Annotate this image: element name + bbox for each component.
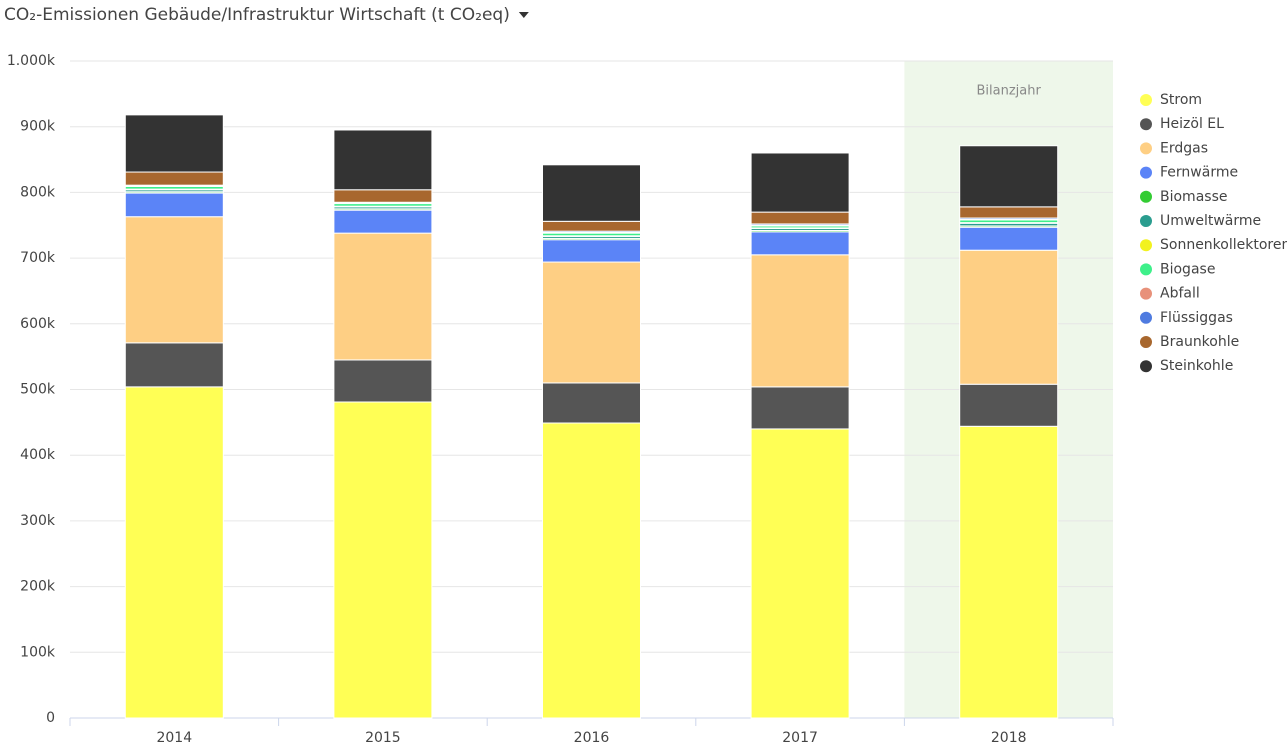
legend-label: Steinkohle — [1160, 358, 1233, 374]
legend-marker — [1140, 166, 1152, 179]
x-tick-label: 2018 — [991, 730, 1027, 746]
bar-segment — [750, 254, 850, 388]
bar-segment — [542, 422, 641, 719]
legend-label: Umweltwärme — [1160, 213, 1261, 229]
bar-segment — [750, 231, 850, 256]
y-tick-label: 1.000k — [7, 53, 56, 69]
y-tick-label: 900k — [20, 119, 56, 135]
x-tick-label: 2014 — [156, 730, 192, 746]
legend-label: Erdgas — [1160, 140, 1208, 156]
legend-label: Biomasse — [1160, 189, 1227, 205]
x-tick-label: 2017 — [782, 730, 818, 746]
bar-segment — [124, 216, 224, 344]
legend-label: Braunkohle — [1160, 334, 1239, 350]
legend-label: Heizöl EL — [1160, 116, 1224, 132]
bar-segment — [959, 145, 1059, 208]
bar-segment — [333, 129, 433, 191]
legend-marker — [1140, 190, 1152, 203]
bar-segment — [333, 189, 433, 203]
legend-marker — [1140, 239, 1152, 252]
bar-segment — [750, 428, 850, 719]
x-tick-label: 2016 — [574, 730, 610, 746]
bar-segment — [542, 239, 641, 263]
legend-marker — [1140, 142, 1152, 155]
bar-segment — [333, 232, 433, 361]
chart-title-group[interactable]: CO₂-Emissionen Gebäude/Infrastruktur Wir… — [4, 5, 510, 25]
y-tick-label: 400k — [20, 447, 56, 463]
bar-segment — [124, 114, 224, 173]
legend-label: Fernwärme — [1160, 165, 1238, 181]
bar-segment — [542, 261, 641, 384]
bar-segment — [959, 226, 1059, 251]
bar-segment — [124, 386, 224, 719]
bar-segment — [750, 152, 850, 213]
bar-segment — [542, 164, 641, 222]
bar-segment — [333, 401, 433, 719]
bar-segment — [750, 386, 850, 430]
bar-segment — [959, 249, 1059, 385]
y-tick-label: 500k — [20, 382, 56, 398]
legend-marker — [1140, 118, 1152, 131]
bar-segment — [542, 382, 641, 424]
highlight-label: Bilanzjahr — [977, 84, 1042, 99]
bar-segment — [542, 220, 641, 232]
bar-segment — [124, 342, 224, 388]
bar-segment — [333, 209, 433, 234]
legend-marker — [1140, 215, 1152, 227]
x-tick-label: 2015 — [365, 730, 401, 746]
legend-label: Biogase — [1160, 261, 1215, 277]
legend-marker — [1140, 263, 1152, 276]
bar-segment — [959, 425, 1059, 719]
y-tick-label: 600k — [20, 316, 56, 332]
bar-segment — [959, 383, 1059, 427]
legend-marker — [1140, 360, 1152, 373]
bar-segment — [959, 206, 1059, 219]
legend-marker — [1140, 94, 1152, 106]
y-tick-label: 100k — [20, 644, 56, 660]
legend-label: Abfall — [1160, 286, 1200, 302]
legend-label: Sonnenkollektoren — [1160, 237, 1287, 253]
y-tick-label: 300k — [20, 513, 56, 529]
bar-segment — [124, 192, 224, 218]
legend-marker — [1140, 336, 1152, 348]
legend-marker — [1140, 311, 1152, 324]
chart-title[interactable]: CO₂-Emissionen Gebäude/Infrastruktur Wir… — [4, 5, 510, 25]
dropdown-caret[interactable] — [518, 12, 529, 18]
bar-segment — [750, 211, 850, 225]
bar-segment — [333, 359, 433, 403]
y-tick-label: 0 — [46, 710, 55, 726]
legend-marker — [1140, 287, 1152, 300]
y-tick-label: 800k — [20, 184, 56, 200]
legend-label: Flüssiggas — [1160, 310, 1233, 326]
y-tick-label: 200k — [20, 579, 56, 595]
y-tick-label: 700k — [20, 250, 56, 266]
legend-label: Strom — [1160, 92, 1202, 108]
bar-segment — [124, 171, 224, 186]
